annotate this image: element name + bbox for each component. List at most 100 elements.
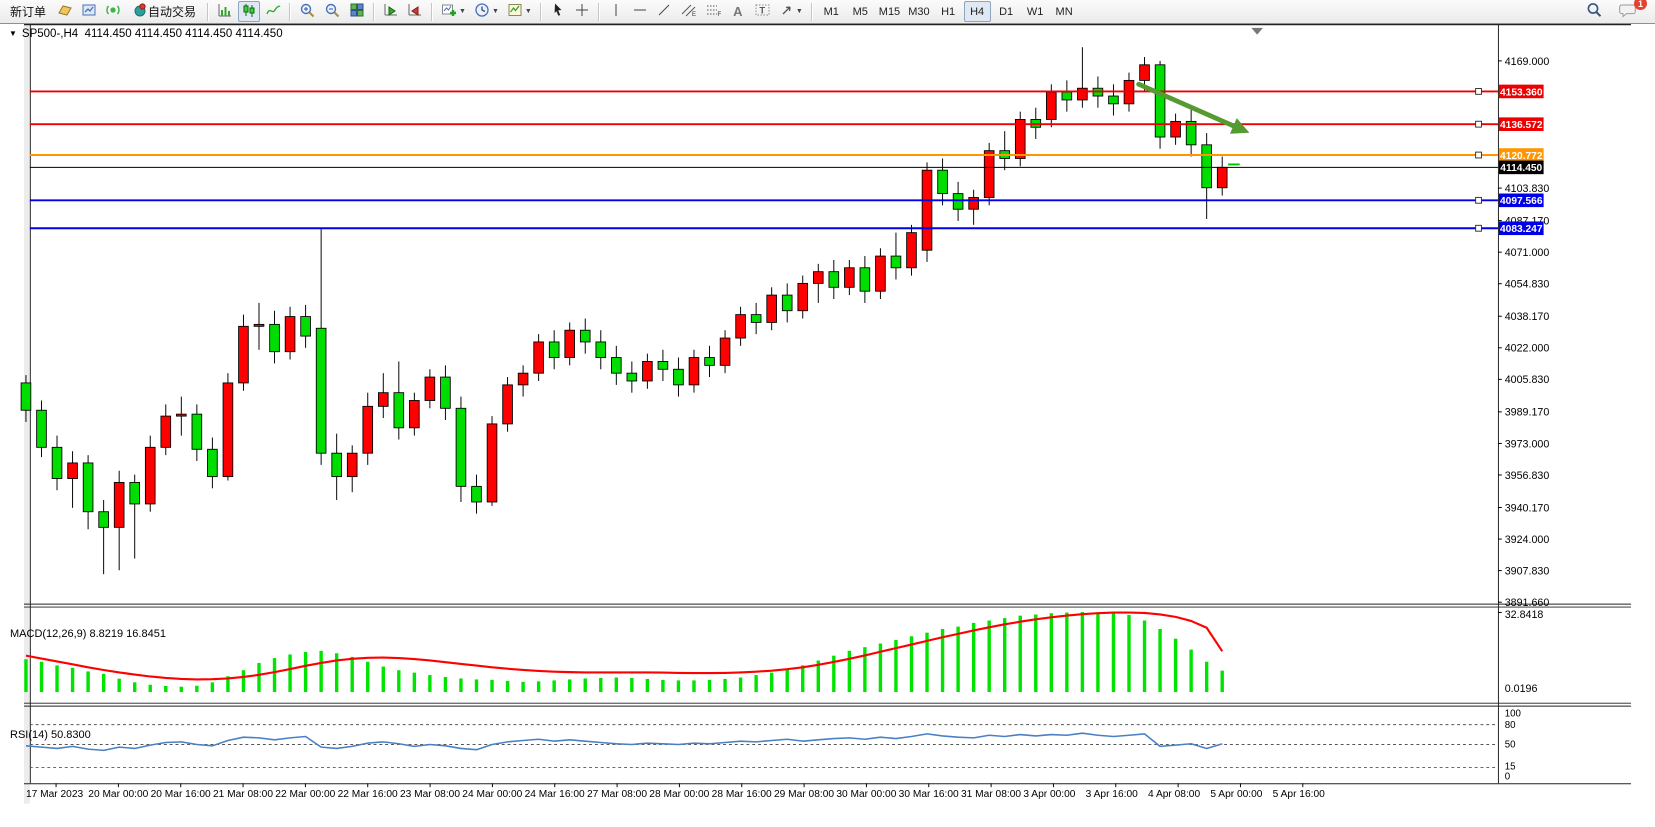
zoom-out-button[interactable] (321, 1, 344, 22)
time-label: 20 Mar 00:00 (88, 789, 148, 800)
rsi-line (25, 732, 1223, 752)
level-lines (29, 88, 1498, 232)
candle-down (781, 294, 793, 312)
equidistant-channel-button[interactable]: E (677, 1, 700, 22)
chart-shift-button[interactable] (404, 1, 426, 22)
candle-up (983, 150, 995, 198)
svg-text:0.0196: 0.0196 (1505, 683, 1538, 695)
timeframe-M5[interactable]: M5 (847, 1, 874, 22)
notifications-button[interactable]: 1 (1616, 0, 1647, 22)
text-button[interactable]: A (727, 1, 749, 22)
candle-down (595, 341, 607, 358)
candle-up (844, 267, 855, 288)
candle-down (952, 193, 964, 210)
vertical-line-button[interactable] (605, 1, 627, 22)
svg-text:0: 0 (1505, 771, 1511, 782)
candle-up (1077, 87, 1088, 101)
crosshair-button[interactable] (571, 1, 593, 22)
candlestick-chart-button[interactable] (238, 1, 261, 22)
line-chart-button[interactable] (262, 1, 284, 22)
svg-text:32.8418: 32.8418 (1505, 609, 1544, 621)
chart-shift-icon (407, 2, 423, 21)
candle-down (315, 327, 327, 454)
svg-text:3956.830: 3956.830 (1505, 470, 1550, 482)
signals-button[interactable] (102, 1, 124, 22)
time-label: 21 Mar 08:00 (213, 789, 273, 800)
macd-label: MACD(12,26,9) 8.8219 16.8451 (10, 628, 166, 640)
trendline-button[interactable] (653, 1, 675, 22)
time-label: 30 Mar 00:00 (836, 789, 896, 800)
search-button[interactable] (1582, 1, 1606, 22)
chart-title: ▼ SP500-,H4 4114.450 4114.450 4114.450 41… (9, 28, 283, 40)
time-label: 24 Mar 00:00 (462, 789, 522, 800)
macd-signal-line (25, 611, 1224, 681)
autotrading-icon (132, 2, 148, 21)
candle-down (657, 361, 669, 370)
autotrading-button[interactable]: 自动交易 (126, 1, 202, 22)
timeframe-W1[interactable]: W1 (1022, 1, 1049, 22)
chart-title-text: SP500-,H4 4114.450 4114.450 4114.450 411… (21, 28, 283, 40)
candle-up (797, 282, 809, 312)
timeframe-D1[interactable]: D1 (993, 1, 1020, 22)
new-order-button[interactable]: 新订单 (4, 1, 52, 22)
candle-down (1185, 120, 1197, 146)
candle-up (921, 169, 933, 251)
timeframe-H1[interactable]: H1 (935, 1, 962, 22)
arrows-button[interactable]: ▼ (776, 1, 806, 22)
auto-scroll-icon (383, 2, 399, 21)
templates-button[interactable]: ▼ (504, 1, 535, 22)
price-chart[interactable]: 4169.0004103.8304087.1704071.0004054.830… (0, 24, 1655, 827)
market-watch-button[interactable] (54, 1, 76, 22)
tile-windows-icon (349, 2, 365, 21)
auto-scroll-button[interactable] (380, 1, 402, 22)
candle-up (1216, 166, 1228, 189)
timeframe-M1[interactable]: M1 (818, 1, 845, 22)
svg-text:4153.360: 4153.360 (1500, 87, 1543, 98)
navigator-button[interactable] (78, 1, 100, 22)
candlestick-icon (241, 2, 257, 21)
price-tag (1498, 148, 1544, 162)
candle-down (1201, 144, 1212, 189)
time-label: 3 Apr 00:00 (1023, 789, 1075, 800)
trend-arrow[interactable] (1136, 81, 1250, 134)
tile-windows-button[interactable] (346, 1, 368, 22)
svg-text:3907.830: 3907.830 (1505, 565, 1550, 577)
candle-up (284, 316, 296, 353)
cursor-button[interactable] (547, 1, 569, 22)
fibonacci-icon: F (705, 2, 722, 21)
candle-up (486, 423, 498, 503)
price-axis: 4169.0004103.8304087.1704071.0004054.830… (1497, 56, 1550, 609)
candle-down (1154, 64, 1166, 138)
svg-text:3973.000: 3973.000 (1505, 438, 1550, 450)
bar-chart-button[interactable] (214, 1, 236, 22)
candle-down (673, 368, 684, 386)
indicators-button[interactable]: ▼ (438, 1, 469, 22)
timeframe-M30[interactable]: M30 (905, 1, 932, 22)
svg-text:15: 15 (1505, 762, 1516, 773)
fibonacci-button[interactable]: F (702, 1, 725, 22)
candle-down (51, 446, 63, 479)
bar-chart-icon (217, 2, 233, 21)
zoom-in-button[interactable] (296, 1, 319, 22)
price-tag (1498, 117, 1544, 131)
svg-text:3924.000: 3924.000 (1505, 534, 1550, 546)
timeframe-MN[interactable]: MN (1051, 1, 1078, 22)
timeframe-H4[interactable]: H4 (963, 1, 991, 22)
candle-down (207, 448, 218, 478)
periods-button[interactable]: ▼ (471, 1, 502, 22)
candle-up (719, 337, 731, 366)
text-label-button[interactable]: T (751, 1, 774, 22)
candle-up (517, 372, 529, 386)
timeframe-M15[interactable]: M15 (876, 1, 903, 22)
candle-down (393, 392, 405, 429)
candle-down (1108, 95, 1119, 105)
horizontal-line-icon (632, 2, 648, 21)
cursor-icon (550, 2, 566, 21)
candle-up (1014, 119, 1026, 159)
horizontal-line-button[interactable] (629, 1, 651, 22)
time-label: 5 Apr 00:00 (1210, 789, 1262, 800)
collapse-ohlc-icon[interactable]: ▼ (9, 29, 17, 38)
candle-up (564, 329, 575, 358)
candle-up (160, 415, 172, 448)
